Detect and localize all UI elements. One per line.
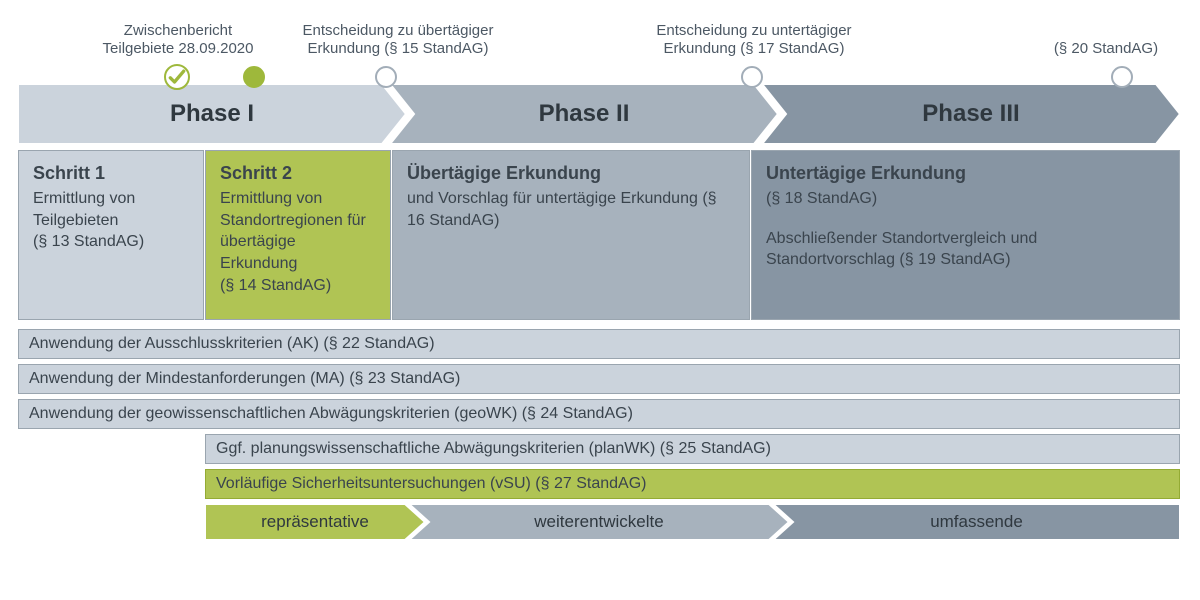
bottom-arrow-2: umfassende (773, 504, 1180, 540)
phase-box-4: Untertägige Erkundung(§ 18 StandAG)Absch… (751, 150, 1180, 320)
phase-box-1: Schritt 1Ermittlung von Teilgebieten(§ 1… (18, 150, 204, 320)
annotation-1: Entscheidung zu übertägigerErkundung (§ … (278, 22, 518, 58)
annotation-2: Entscheidung zu untertägigerErkundung (§… (630, 22, 878, 58)
phase-box-3: Übertägige Erkundungund Vorschlag für un… (392, 150, 750, 320)
bottom-arrow-0: repräsentative (205, 504, 425, 540)
phase-arrow-3: Phase III (762, 84, 1180, 144)
phase-box-2: Schritt 2Ermittlung von Standortregionen… (205, 150, 391, 320)
criteria-bar-short-0: Ggf. planungswissenschaftliche Abwägungs… (205, 434, 1180, 464)
phase-arrow-2: Phase II (390, 84, 778, 144)
criteria-bars: Anwendung der Ausschlusskriterien (AK) (… (18, 329, 1180, 499)
criteria-bar-full-0: Anwendung der Ausschlusskriterien (AK) (… (18, 329, 1180, 359)
annotation-0: ZwischenberichtTeilgebiete 28.09.2020 (78, 22, 278, 58)
milestone-marker (1111, 66, 1133, 88)
criteria-bar-full-2: Anwendung der geowissenschaftlichen Abwä… (18, 399, 1180, 429)
check-icon (164, 64, 190, 90)
phase-arrow-1: Phase I (18, 84, 406, 144)
bottom-arrow-row: repräsentativeweiterentwickelteumfassend… (205, 504, 1180, 540)
annotation-3: (§ 20 StandAG) (1036, 40, 1176, 58)
current-marker (243, 66, 265, 88)
milestone-marker (741, 66, 763, 88)
criteria-bar-short-1: Vorläufige Sicherheitsuntersuchungen (vS… (205, 469, 1180, 499)
criteria-bar-full-1: Anwendung der Mindestanforderungen (MA) … (18, 364, 1180, 394)
annotation-row: ZwischenberichtTeilgebiete 28.09.2020Ent… (18, 10, 1180, 78)
milestone-marker (375, 66, 397, 88)
phase-arrow-row: Phase IPhase IIPhase III (18, 84, 1180, 144)
bottom-arrow-1: weiterentwickelte (409, 504, 789, 540)
phase-box-row: Schritt 1Ermittlung von Teilgebieten(§ 1… (18, 150, 1180, 320)
